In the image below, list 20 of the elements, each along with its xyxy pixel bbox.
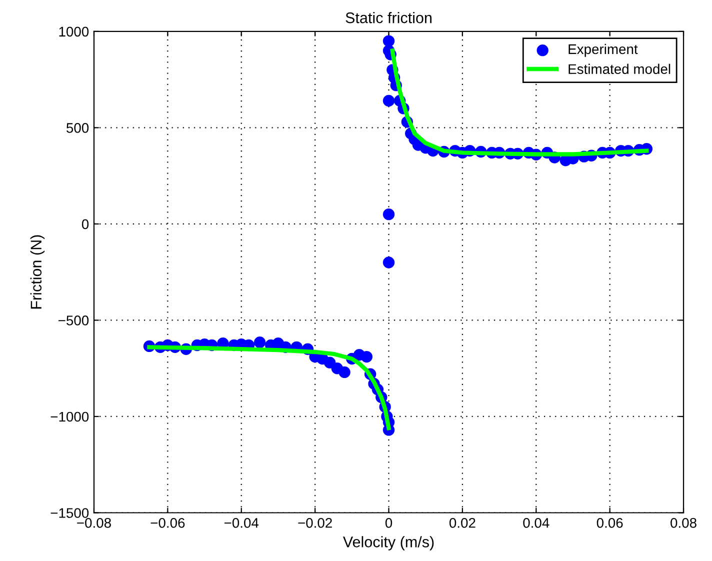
- x-tick-label: 0.04: [523, 518, 550, 528]
- x-tick-label: 0.06: [596, 518, 623, 528]
- y-tick-label: −1000: [50, 412, 89, 422]
- y-tick-label: 500: [66, 123, 89, 133]
- x-axis-title: Velocity (m/s): [342, 536, 434, 550]
- x-tick-label: −0.02: [298, 518, 332, 528]
- x-tick-label: −0.06: [150, 518, 185, 528]
- x-tick-label: 0.02: [449, 518, 476, 528]
- chart-title: Static friction: [346, 12, 432, 24]
- y-axis-title: Friction (N): [30, 235, 45, 309]
- y-tick-label: −500: [58, 316, 89, 326]
- y-tick-label: 0: [82, 219, 89, 230]
- legend-label: Experiment: [568, 44, 638, 57]
- y-tick-label: 1000: [59, 26, 89, 37]
- x-tick-label: −0.04: [224, 518, 259, 528]
- x-tick-label: 0: [385, 518, 392, 528]
- y-tick-label: −1500: [50, 508, 89, 518]
- x-tick-label: −0.08: [77, 518, 111, 528]
- x-tick-label: 0.08: [670, 518, 696, 528]
- legend-label: Estimated model: [568, 64, 670, 74]
